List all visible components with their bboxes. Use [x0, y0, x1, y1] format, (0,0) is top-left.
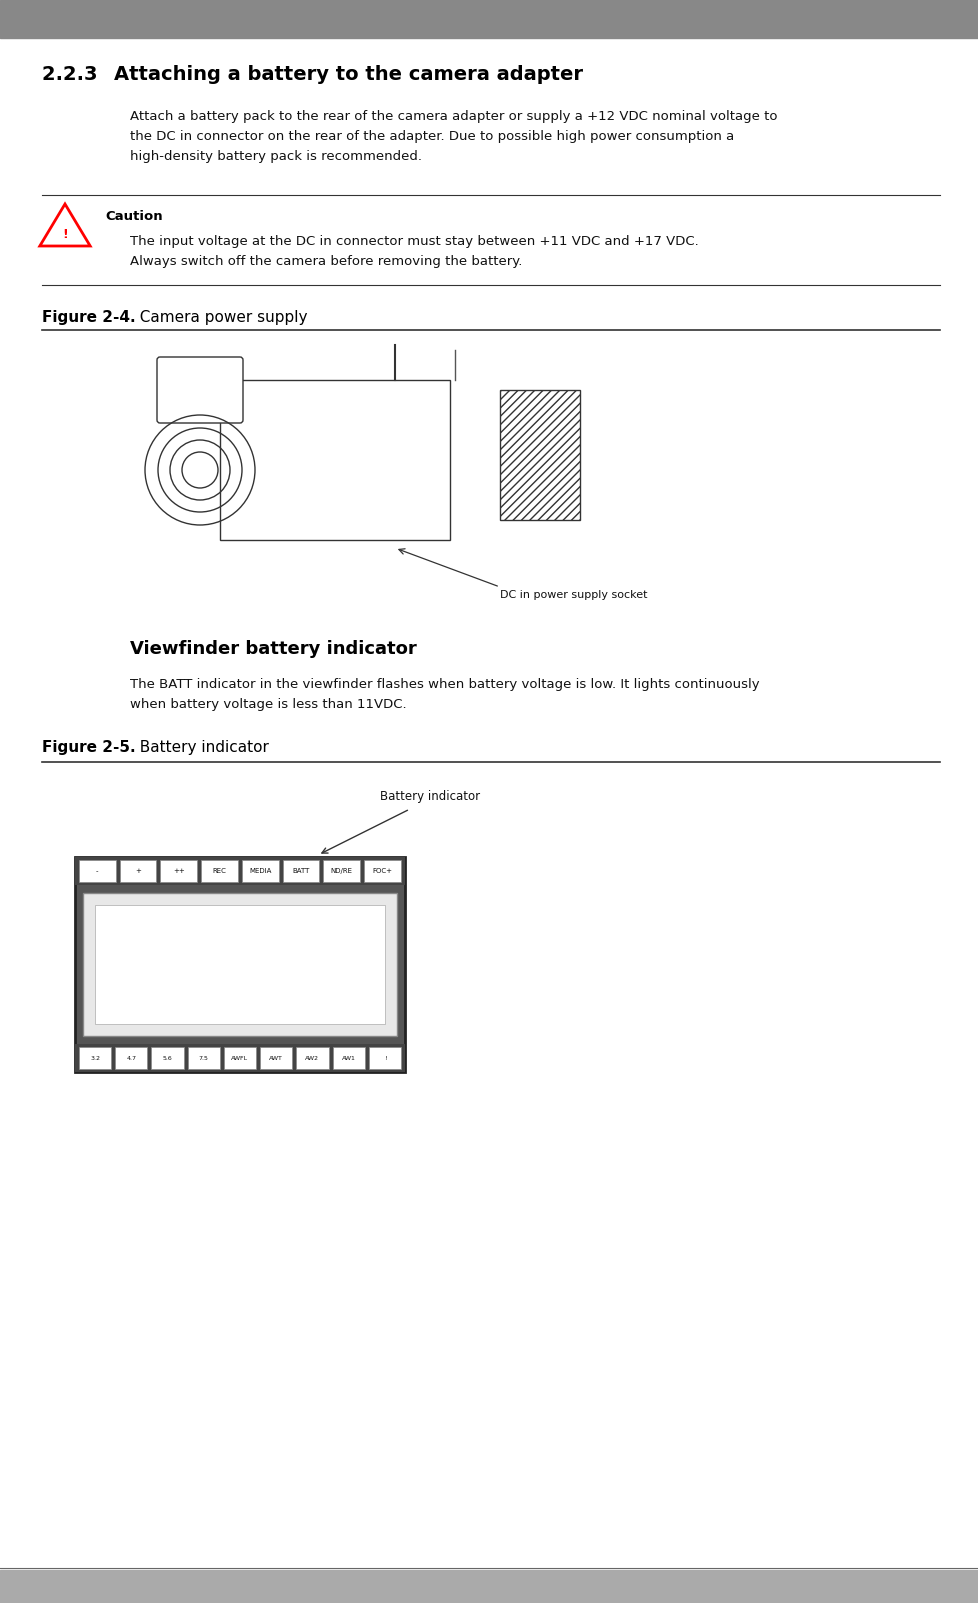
Bar	[296, 1047, 329, 1069]
Text: Figure 2-5.: Figure 2-5.	[42, 741, 136, 755]
Bar	[220, 380, 450, 540]
Text: 3.2: 3.2	[90, 1055, 100, 1061]
Text: MEDIA: MEDIA	[249, 867, 271, 874]
Bar	[323, 859, 360, 882]
Bar	[0, 0, 978, 38]
Text: 5.6: 5.6	[162, 1055, 172, 1061]
Text: Battery indicator: Battery indicator	[379, 790, 479, 803]
Bar	[201, 859, 238, 882]
Text: Battery indicator: Battery indicator	[130, 741, 269, 755]
Text: -: -	[96, 867, 99, 874]
Text: FOC+: FOC+	[373, 867, 392, 874]
Text: AWFL: AWFL	[231, 1055, 248, 1061]
Bar	[152, 1047, 184, 1069]
Bar	[364, 859, 401, 882]
Text: ++: ++	[173, 867, 185, 874]
Text: 2.2.3: 2.2.3	[42, 66, 117, 83]
Text: Caution: Caution	[105, 210, 162, 223]
Text: +: +	[135, 867, 141, 874]
Text: 4.7: 4.7	[126, 1055, 136, 1061]
Text: AW1: AW1	[341, 1055, 355, 1061]
Bar	[260, 1047, 292, 1069]
Bar	[224, 1047, 256, 1069]
Text: Attaching a battery to the camera adapter: Attaching a battery to the camera adapte…	[113, 66, 583, 83]
Text: AWT: AWT	[269, 1055, 283, 1061]
Bar	[0, 1569, 978, 1603]
Bar	[75, 858, 405, 885]
Bar	[79, 1047, 111, 1069]
Bar	[160, 859, 197, 882]
Bar	[242, 859, 279, 882]
Bar	[83, 893, 397, 1036]
Text: !: !	[62, 228, 67, 242]
Bar	[333, 1047, 365, 1069]
FancyBboxPatch shape	[156, 357, 243, 423]
Text: The BATT indicator in the viewfinder flashes when battery voltage is low. It lig: The BATT indicator in the viewfinder fla…	[130, 678, 759, 712]
Bar	[188, 1047, 220, 1069]
Bar	[75, 1044, 405, 1072]
Text: HD Wireless HDTV Digital Wireless camera system User’s Guide (v3.02): HD Wireless HDTV Digital Wireless camera…	[20, 1582, 419, 1592]
Text: 25: 25	[944, 1582, 958, 1592]
Text: REC: REC	[212, 867, 226, 874]
Bar	[119, 859, 156, 882]
Text: DC in power supply socket: DC in power supply socket	[500, 590, 646, 600]
Bar	[115, 1047, 148, 1069]
Text: AW2: AW2	[305, 1055, 319, 1061]
Polygon shape	[40, 204, 90, 245]
Text: BATT: BATT	[292, 867, 309, 874]
Bar	[283, 859, 319, 882]
Text: !: !	[383, 1055, 385, 1061]
Text: Viewfinder battery indicator: Viewfinder battery indicator	[130, 640, 417, 657]
Text: Attach a battery pack to the rear of the camera adapter or supply a +12 VDC nomi: Attach a battery pack to the rear of the…	[130, 111, 777, 164]
Bar	[369, 1047, 401, 1069]
Text: Camera power supply: Camera power supply	[130, 309, 307, 325]
Text: Chapter 2 - Installation: Chapter 2 - Installation	[815, 13, 958, 26]
Text: Figure 2-4.: Figure 2-4.	[42, 309, 136, 325]
Text: ND/RE: ND/RE	[331, 867, 352, 874]
Bar	[500, 390, 579, 519]
Text: 7.5: 7.5	[199, 1055, 208, 1061]
Bar	[75, 858, 405, 1072]
Bar	[95, 906, 384, 1024]
Text: The input voltage at the DC in connector must stay between +11 VDC and +17 VDC.
: The input voltage at the DC in connector…	[130, 236, 698, 268]
Bar	[79, 859, 115, 882]
